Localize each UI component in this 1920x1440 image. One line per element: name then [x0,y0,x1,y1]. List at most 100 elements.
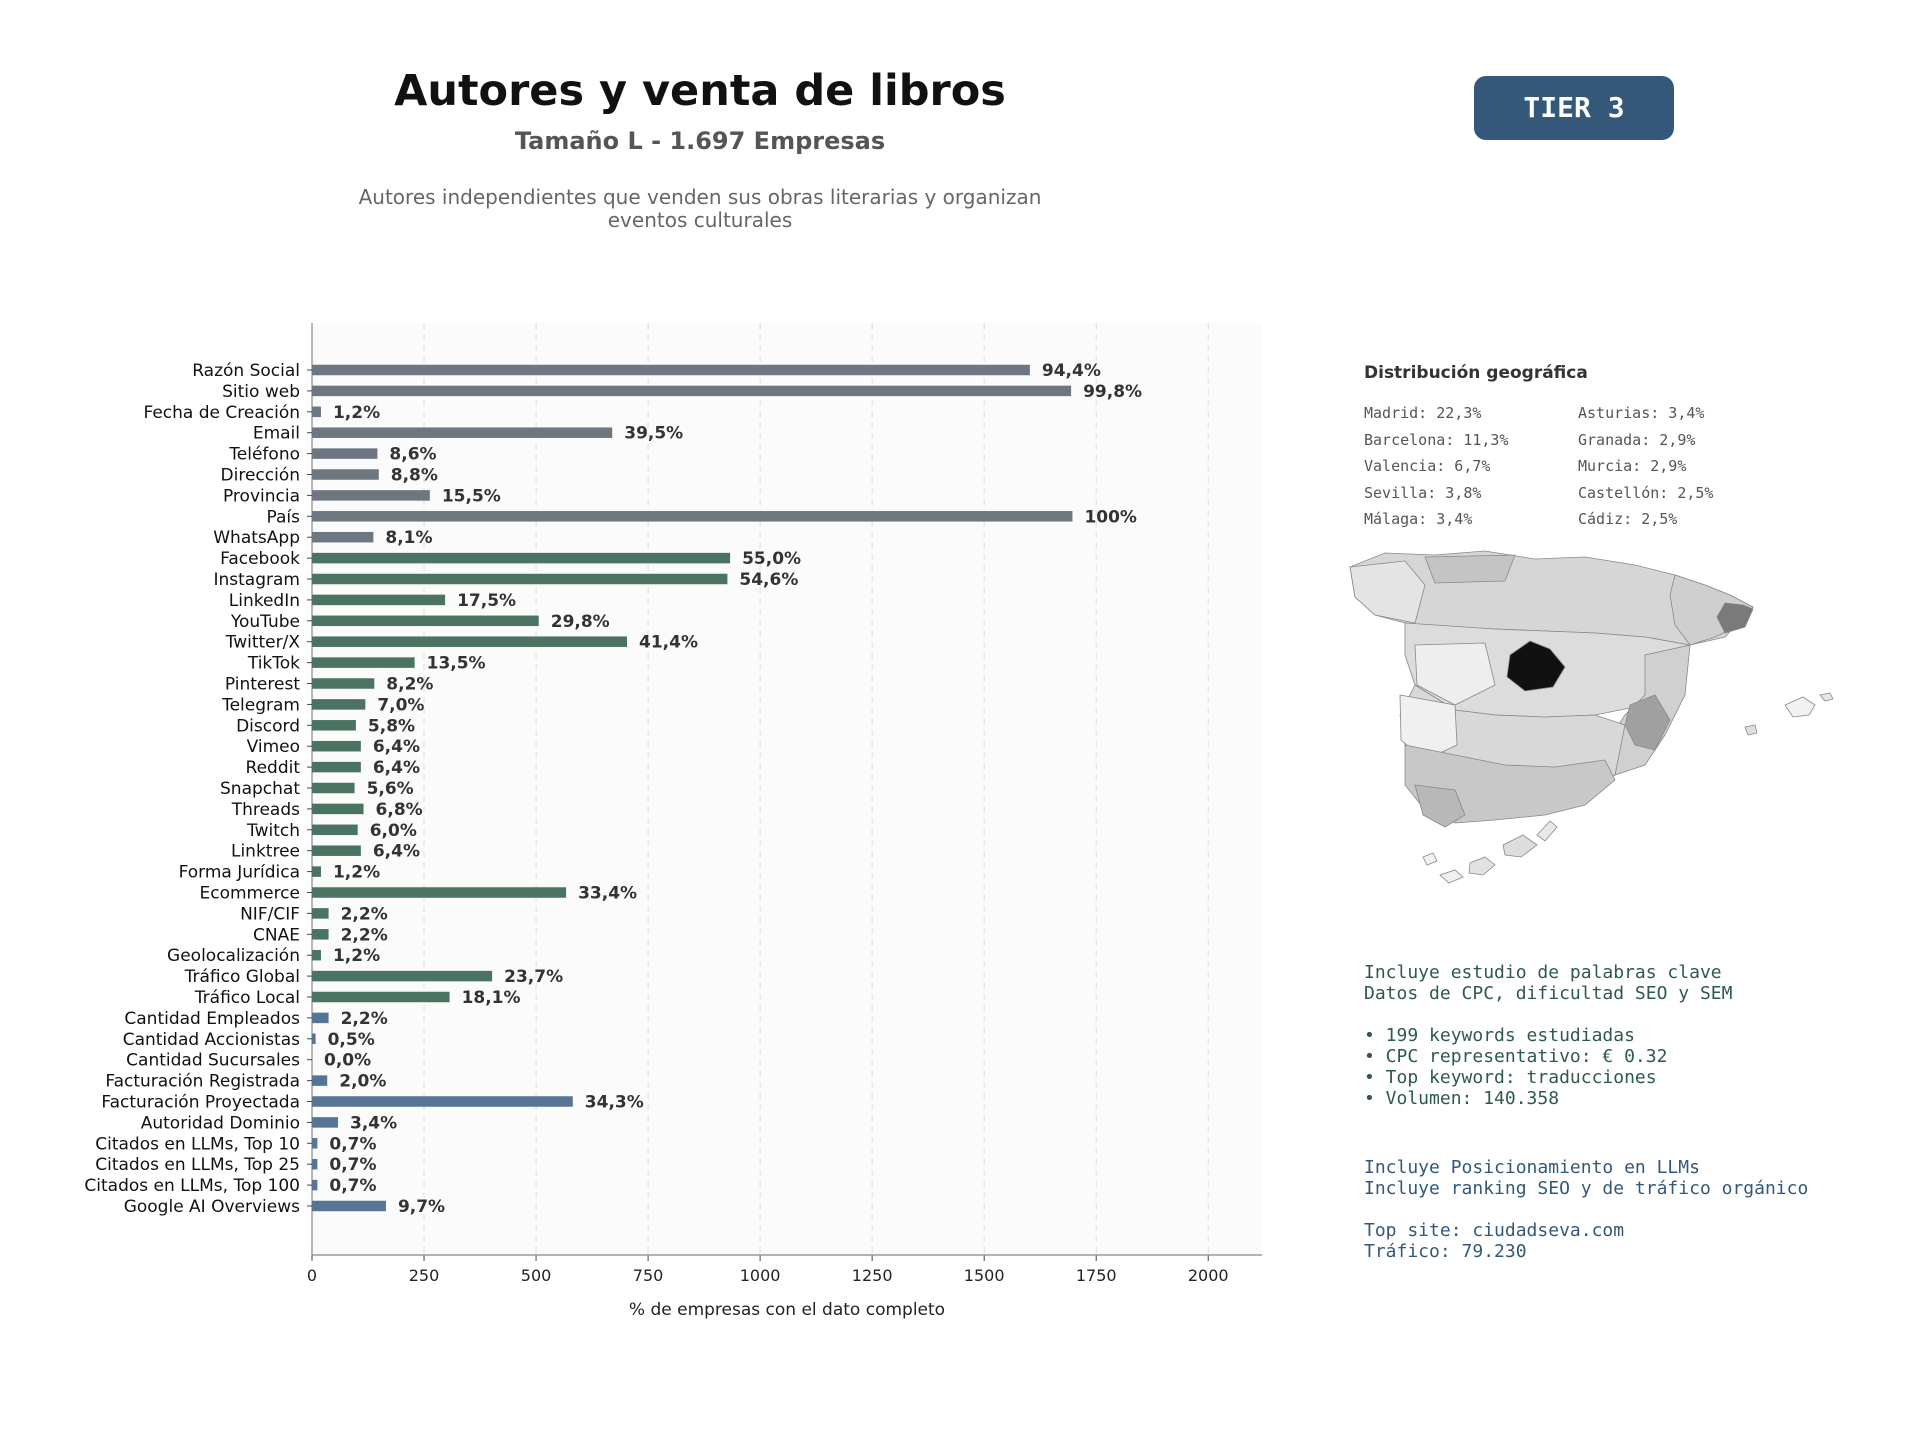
data-label: 13,5% [427,654,486,674]
bar [312,469,379,480]
spain-map [1349,550,1834,884]
data-label: 34,3% [585,1093,644,1113]
bar [312,803,364,815]
map-region-balearic-small [1819,692,1834,702]
data-label: 8,1% [385,528,432,548]
plot-area [312,323,1262,1255]
map-region-canary-2 [1468,856,1496,876]
x-tick-label: 250 [409,1266,440,1285]
x-axis-label: % de empresas con el dato completo [629,1300,945,1320]
category-label: Citados en LLMs, Top 10 [95,1134,300,1154]
geo-item: Málaga: 3,4% [1364,510,1473,528]
map-region-galicia [1349,560,1426,624]
keywords-bullet: • Top keyword: traducciones [1364,1067,1657,1088]
bar [312,1179,318,1191]
map-region-canary-3 [1502,834,1538,858]
bar-chart: 0 250 500 750 1000 1250 1500 1750 2000 % de empre… [84,323,1262,1320]
map-region-canary-4 [1422,852,1438,866]
bar [312,887,567,898]
data-label: 29,8% [551,612,610,632]
bar [312,1117,338,1128]
data-label: 6,8% [376,800,423,820]
x-tick-label: 1750 [1076,1266,1117,1285]
data-label: 41,4% [639,633,698,653]
data-label: 15,5% [442,486,501,506]
data-label: 0,7% [329,1176,376,1196]
data-label: 6,0% [370,821,417,841]
category-label: Geolocalización [167,946,300,966]
geo-item: Castellón: 2,5% [1578,483,1714,502]
map-region-canary-1 [1439,869,1464,884]
category-label: Pinterest [225,675,300,695]
category-label: Threads [231,800,300,820]
data-label: 39,5% [624,424,683,444]
bar [312,866,321,877]
geo-item: Valencia: 6,7% [1364,457,1491,475]
description-line: eventos culturales [607,208,793,232]
category-label: YouTube [230,612,300,632]
category-label: Instagram [214,570,301,590]
bar [312,678,375,689]
bar [312,448,378,459]
bar [312,385,1072,397]
category-label: Discord [236,716,300,736]
bar [312,531,374,543]
category-label: LinkedIn [229,591,300,611]
bar [312,1075,328,1086]
data-label: 1,2% [333,946,380,966]
bar [312,427,613,438]
data-label: 6,4% [373,842,420,862]
keywords-info: Incluye estudio de palabras clave Datos … [1364,962,1732,1109]
data-label: 23,7% [504,967,563,987]
category-label: Reddit [246,758,301,778]
category-label: Provincia [223,486,300,506]
bar [312,1012,329,1024]
category-label: País [267,507,301,527]
geo-column-left: Madrid: 22,3% Barcelona: 11,3% Valencia:… [1364,400,1509,533]
bar [312,1138,318,1149]
category-label: Cantidad Empleados [124,1009,300,1029]
category-label: Email [253,424,300,444]
data-label: 9,7% [398,1197,445,1217]
geo-title: Distribución geográfica [1364,363,1588,383]
bar [312,406,321,418]
data-label: 6,4% [373,758,420,778]
data-label: 8,8% [391,466,438,486]
category-label: Autoridad Dominio [141,1113,300,1133]
category-label: Linktree [231,842,300,862]
category-label: Snapchat [220,779,300,799]
category-label: Ecommerce [200,884,301,904]
x-tick-label: 1500 [964,1266,1005,1285]
geo-item: Barcelona: 11,3% [1364,430,1509,449]
geo-column-right: Asturias: 3,4% Granada: 2,9% Murcia: 2,9… [1578,400,1713,533]
category-label: Citados en LLMs, Top 25 [95,1155,300,1175]
data-label: 0,7% [329,1155,376,1175]
map-region-canary-5 [1536,820,1558,842]
map-region-madrid [1506,640,1566,692]
category-label: Vimeo [247,737,300,757]
bar [312,970,493,982]
data-label: 100% [1084,507,1137,527]
category-label: Twitch [246,821,300,841]
bar [312,594,446,606]
category-label: Fecha de Creación [143,403,300,423]
geo-item: Granada: 2,9% [1578,430,1696,449]
bar [312,720,356,731]
category-label: Razón Social [192,361,300,381]
bar [312,929,329,940]
bar [312,949,321,961]
category-label: Facturación Registrada [105,1072,300,1092]
keywords-line: Datos de CPC, dificultad SEO y SEM [1364,983,1733,1004]
x-tick-label: 750 [633,1266,664,1285]
x-tick-label: 2000 [1188,1266,1229,1285]
top-site-traffic: Tráfico: 79.230 [1364,1241,1527,1262]
data-label: 6,4% [373,737,420,757]
data-label: 2,2% [341,904,388,924]
bar [312,1033,316,1045]
data-label: 94,4% [1042,361,1101,381]
category-label: Forma Jurídica [179,863,300,883]
geo-item: Madrid: 22,3% [1364,404,1482,422]
data-label: 2,2% [341,925,388,945]
map-region-asturias [1424,554,1516,584]
category-label: Teléfono [228,445,300,465]
